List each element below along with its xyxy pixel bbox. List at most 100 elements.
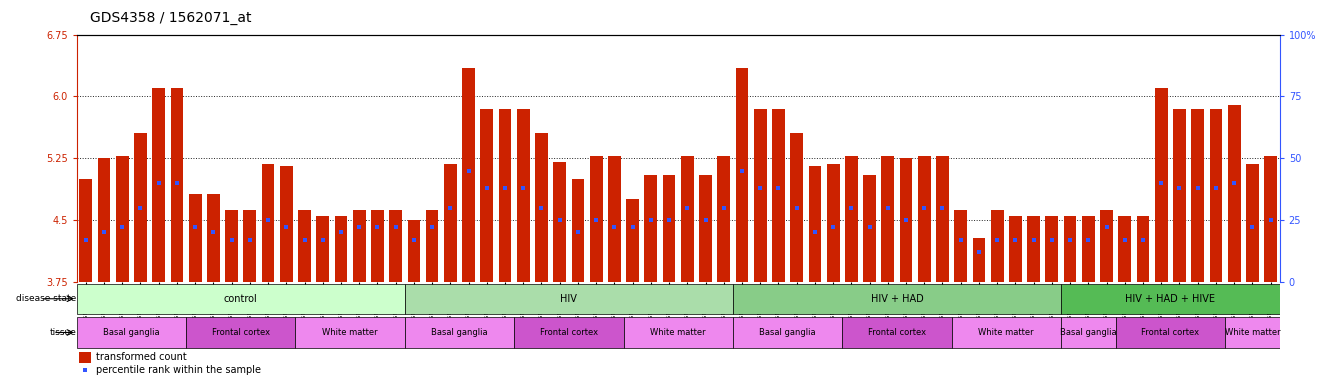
Bar [1210,109,1223,282]
Bar [1027,216,1040,282]
Bar [608,156,621,282]
Bar [353,210,366,282]
Bar [535,134,547,282]
Bar [809,167,821,282]
Bar [480,109,493,282]
Bar [554,162,566,282]
Text: HIV + HAD: HIV + HAD [871,294,923,304]
Text: transformed count: transformed count [97,352,186,362]
Bar [389,210,402,282]
Bar [1009,216,1022,282]
Bar [79,352,91,363]
Text: White matter: White matter [978,328,1034,337]
Bar [718,156,730,282]
Bar [624,317,732,348]
Bar [1064,216,1076,282]
Bar [826,164,839,282]
Text: GDS4358 / 1562071_at: GDS4358 / 1562071_at [90,11,251,25]
Bar [1062,317,1116,348]
Bar [662,175,676,282]
Bar [186,317,295,348]
Text: HIV: HIV [561,294,578,304]
Text: Frontal cortex: Frontal cortex [867,328,925,337]
Bar [1046,216,1058,282]
Bar [1245,164,1259,282]
Bar [405,317,514,348]
Text: percentile rank within the sample: percentile rank within the sample [97,366,260,376]
Text: Frontal cortex: Frontal cortex [1141,328,1199,337]
Bar [189,194,201,282]
Bar [791,134,802,282]
Bar [280,167,292,282]
Bar [316,216,329,282]
Bar [405,283,732,314]
Bar [1225,317,1280,348]
Bar [754,109,767,282]
Bar [1228,104,1240,282]
Bar [98,158,111,282]
Bar [772,109,785,282]
Text: tissue: tissue [50,328,77,337]
Bar [1282,179,1296,282]
Text: Basal ganglia: Basal ganglia [431,328,488,337]
Text: control: control [223,294,258,304]
Bar [407,220,420,282]
Bar [171,88,184,282]
Bar [514,317,624,348]
Bar [1319,164,1322,282]
Bar [732,317,842,348]
Bar [1173,109,1186,282]
Bar [952,317,1062,348]
Text: White matter: White matter [650,328,706,337]
Bar [917,156,931,282]
Bar [299,210,311,282]
Bar [842,317,952,348]
Bar [900,158,912,282]
Bar [1118,216,1132,282]
Bar [845,156,858,282]
Bar [882,156,894,282]
Bar [371,210,383,282]
Bar [1301,175,1314,282]
Bar [735,68,748,282]
Bar [973,238,985,282]
Bar [699,175,713,282]
Bar [77,283,405,314]
Bar [426,210,439,282]
Text: Frontal cortex: Frontal cortex [212,328,270,337]
Bar [732,283,1062,314]
Bar [990,210,1003,282]
Bar [243,210,256,282]
Bar [262,164,275,282]
Bar [517,109,530,282]
Bar [444,164,456,282]
Text: White matter: White matter [1224,328,1280,337]
Text: HIV + HAD + HIVE: HIV + HAD + HIVE [1125,294,1215,304]
Text: White matter: White matter [323,328,378,337]
Bar [152,88,165,282]
Bar [590,156,603,282]
Text: Basal ganglia: Basal ganglia [759,328,816,337]
Bar [954,210,968,282]
Text: Frontal cortex: Frontal cortex [539,328,598,337]
Bar [463,68,475,282]
Bar [208,194,219,282]
Bar [225,210,238,282]
Bar [79,179,93,282]
Bar [1062,283,1280,314]
Bar [681,156,694,282]
Bar [498,109,512,282]
Text: Basal ganglia: Basal ganglia [1060,328,1117,337]
Bar [1116,317,1225,348]
Text: Basal ganglia: Basal ganglia [103,328,160,337]
Bar [627,199,639,282]
Bar [1137,216,1149,282]
Bar [334,216,348,282]
Bar [1100,210,1113,282]
Bar [1155,88,1167,282]
Bar [77,317,186,348]
Bar [295,317,405,348]
Bar [863,175,876,282]
Bar [1264,156,1277,282]
Bar [1191,109,1204,282]
